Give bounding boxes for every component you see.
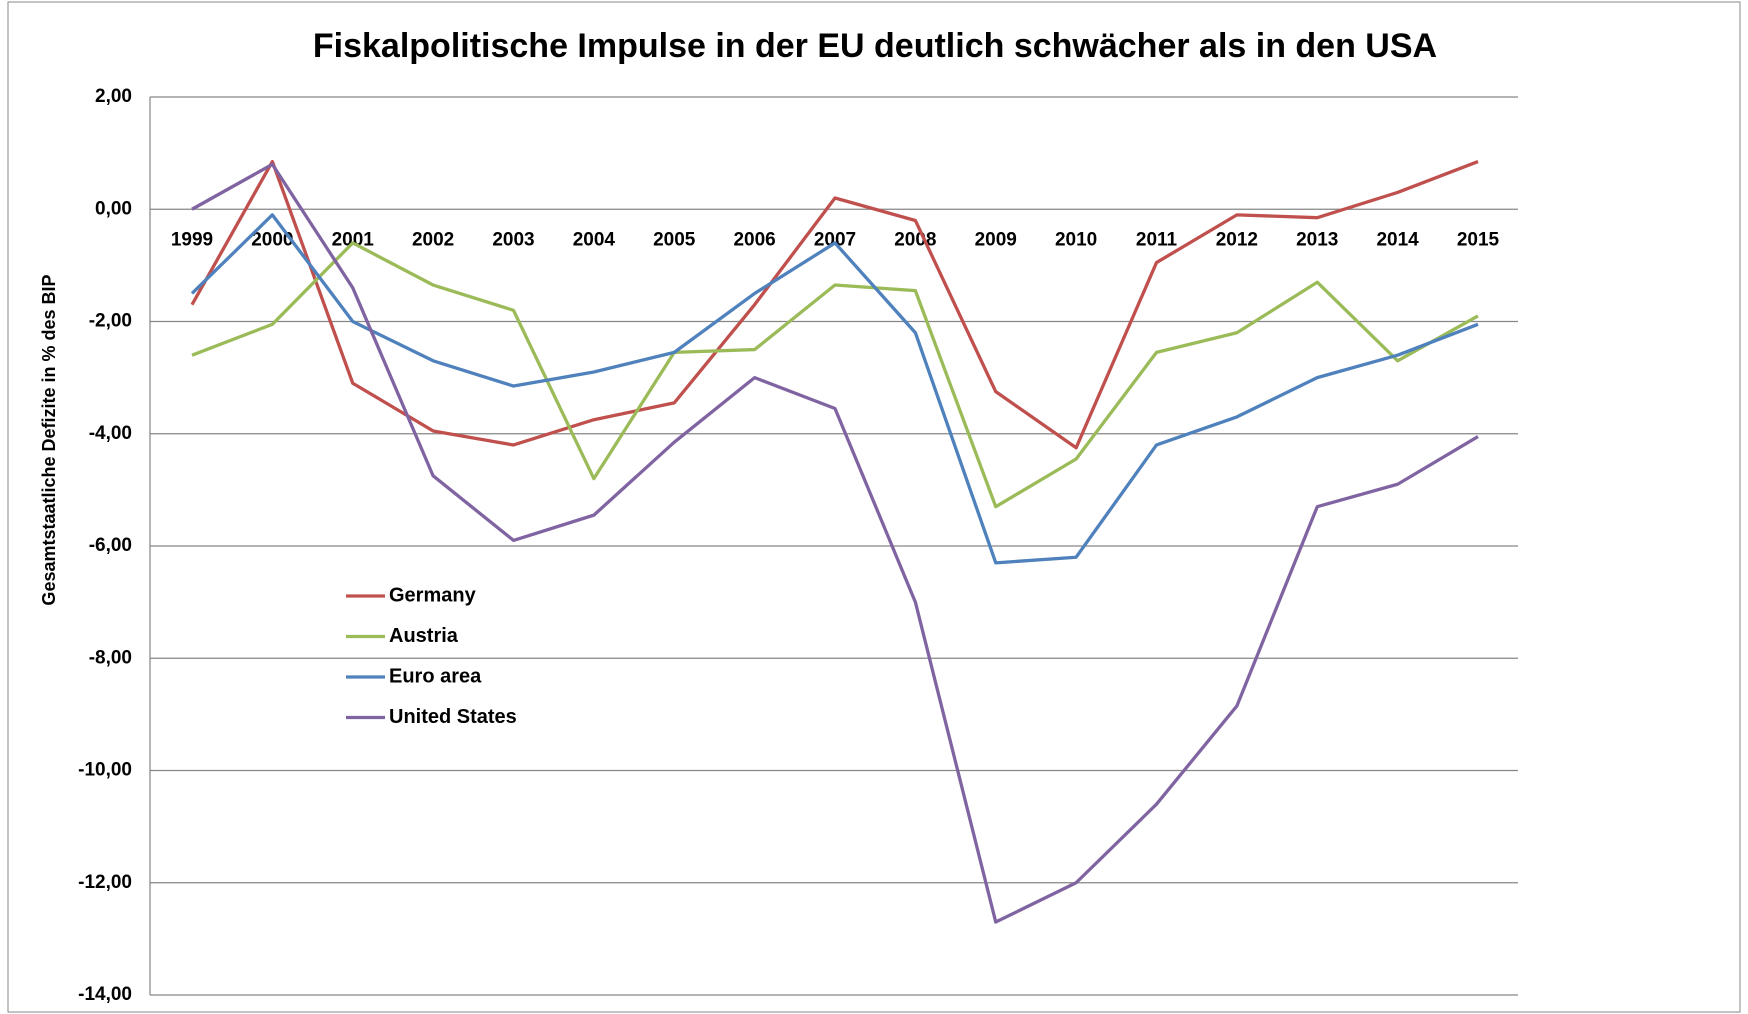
legend-label: Euro area bbox=[389, 665, 482, 687]
x-tick-label: 2014 bbox=[1376, 229, 1419, 250]
data-line bbox=[191, 162, 1479, 924]
y-axis-label: Gesamtstaatliche Defizite in % des BIP bbox=[39, 274, 59, 605]
data-line bbox=[190, 213, 1479, 565]
y-tick-label: 2,00 bbox=[95, 86, 132, 107]
x-tick-label: 2006 bbox=[733, 229, 775, 250]
x-tick-label: 2015 bbox=[1457, 229, 1500, 250]
y-tick-label: -4,00 bbox=[89, 423, 132, 444]
y-tick-label: -14,00 bbox=[78, 984, 132, 1005]
data-line bbox=[191, 241, 1479, 509]
x-tick-label: 2001 bbox=[332, 229, 375, 250]
x-tick-label: 2002 bbox=[412, 229, 454, 250]
x-tick-label: 2008 bbox=[894, 229, 936, 250]
y-tick-label: -2,00 bbox=[89, 311, 132, 332]
x-tick-label: 2009 bbox=[975, 229, 1017, 250]
x-tick-label: 2007 bbox=[814, 229, 856, 250]
chart-title: Fiskalpolitische Impulse in der EU deutl… bbox=[313, 27, 1437, 65]
legend-label: Austria bbox=[389, 625, 459, 647]
x-tick-label: 2010 bbox=[1055, 229, 1097, 250]
x-tick-label: 2000 bbox=[251, 229, 293, 250]
legend-label: Germany bbox=[389, 584, 477, 606]
x-tick-label: 2011 bbox=[1136, 229, 1178, 250]
y-tick-label: -10,00 bbox=[78, 760, 132, 781]
legend-label: United States bbox=[389, 706, 517, 728]
x-tick-label: 1999 bbox=[171, 229, 213, 250]
x-tick-label: 2012 bbox=[1216, 229, 1258, 250]
x-tick-label: 2003 bbox=[492, 229, 534, 250]
y-tick-label: -6,00 bbox=[89, 535, 132, 556]
chart-frame bbox=[7, 1, 1741, 1013]
x-tick-label: 2013 bbox=[1296, 229, 1338, 250]
y-tick-label: 0,00 bbox=[95, 198, 132, 219]
y-tick-label: -12,00 bbox=[78, 872, 132, 893]
x-tick-label: 2004 bbox=[573, 229, 616, 250]
y-tick-label: -8,00 bbox=[89, 647, 132, 668]
data-line bbox=[190, 159, 1479, 450]
x-tick-label: 2005 bbox=[653, 229, 696, 250]
